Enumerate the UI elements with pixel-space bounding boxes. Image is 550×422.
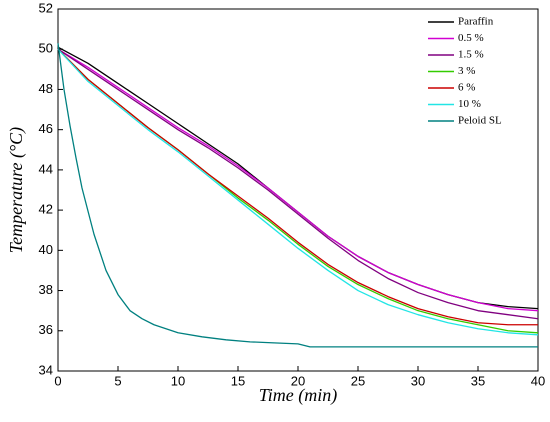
axis-tick-labels: 0 5 10 15 20 25 30 35 40 34 36 38 40 42 44 46 48 50 52 [39,0,546,388]
y-tick-label: 44 [39,161,53,176]
y-tick-label: 34 [39,362,53,377]
x-tick-label: 0 [54,374,61,389]
y-axis-title: Temperature (°C) [6,127,27,253]
series-line-6 [57,43,538,348]
x-tick-label: 20 [291,374,305,389]
y-tick-label: 52 [39,0,53,15]
x-tick-label: 30 [411,374,425,389]
series-line-2 [57,48,539,320]
x-tick-label: 15 [231,374,245,389]
y-tick-label: 42 [39,202,53,217]
y-tick-label: 40 [39,242,53,257]
legend-label-4: 6 % [458,82,475,94]
x-tick-label: 40 [531,374,545,389]
legend-label-2: 1.5 % [458,49,484,61]
legend: Paraffin 0.5 % 1.5 % 3 % 6 % 10 % Peloid SL [428,16,502,127]
y-tick-label: 48 [39,81,53,96]
series-line-5 [57,48,539,336]
x-tick-label: 10 [171,374,185,389]
x-tick-label: 5 [114,374,121,389]
x-axis-title: Time (min) [259,385,338,406]
y-tick-label: 46 [39,121,53,136]
legend-label-0: Paraffin [458,16,494,28]
legend-label-6: Peloid SL [458,115,502,127]
series-lines [57,43,539,348]
y-tick-label: 50 [39,41,53,56]
x-tick-label: 35 [471,374,485,389]
series-line-1 [57,48,539,312]
y-tick-label: 38 [39,282,53,297]
series-line-4 [57,48,538,326]
legend-label-5: 10 % [458,98,481,110]
legend-label-1: 0.5 % [458,32,484,44]
y-tick-label: 36 [39,322,53,337]
plot-area [57,8,539,372]
legend-label-3: 3 % [458,65,475,77]
x-tick-label: 25 [351,374,365,389]
